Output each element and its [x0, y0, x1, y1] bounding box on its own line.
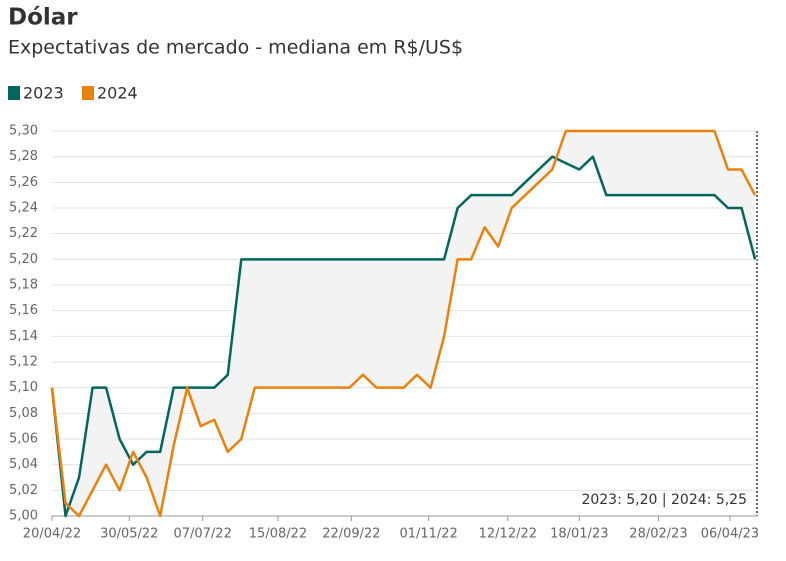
- x-tick-label: 01/11/22: [399, 527, 457, 542]
- annotation: 2023: 5,20 | 2024: 5,25: [581, 492, 747, 508]
- x-tick-label: 30/05/22: [100, 527, 158, 542]
- y-tick-label: 5,30: [9, 124, 38, 139]
- plot: 5,00 5,02 5,04 5,06 5,08 5,10 5,12 5,14 5,16 5,18…: [8, 84, 759, 542]
- legend-label: 2024: [97, 84, 138, 103]
- x-tick-label: 06/04/23: [701, 527, 759, 542]
- x-tick-label: 15/08/22: [249, 527, 307, 542]
- y-tick-label: 5,12: [9, 355, 38, 370]
- y-tick-label: 5,22: [9, 226, 38, 241]
- x-tick-label: 28/02/23: [629, 527, 687, 542]
- legend-label: 2023: [23, 84, 64, 103]
- legend-swatch: [8, 86, 20, 100]
- y-tick-label: 5,26: [9, 175, 38, 190]
- y-tick-label: 5,14: [9, 329, 38, 344]
- legend-swatch: [82, 86, 94, 100]
- chart-subtitle: Expectativas de mercado - mediana em R$/…: [8, 37, 463, 59]
- y-tick-label: 5,24: [9, 201, 38, 216]
- x-tick-label: 18/01/23: [550, 527, 608, 542]
- y-tick-label: 5,04: [9, 457, 38, 472]
- range-band: [52, 131, 756, 516]
- x-tick-label: 07/07/22: [173, 527, 231, 542]
- y-tick-label: 5,20: [9, 252, 38, 267]
- y-tick-label: 5,02: [9, 483, 38, 498]
- y-tick-label: 5,00: [9, 509, 38, 524]
- y-tick-label: 5,06: [9, 432, 38, 447]
- chart-title: Dólar: [8, 5, 78, 31]
- x-tick-label: 12/12/22: [479, 527, 537, 542]
- y-tick-label: 5,28: [9, 149, 38, 164]
- y-tick-label: 5,16: [9, 303, 38, 318]
- series-line: [50, 155, 757, 518]
- series-line: [50, 129, 757, 518]
- y-tick-label: 5,08: [9, 406, 38, 421]
- y-tick-label: 5,10: [9, 380, 38, 395]
- x-tick-label: 20/04/22: [23, 527, 81, 542]
- y-tick-label: 5,18: [9, 278, 38, 293]
- x-tick-label: 22/09/22: [322, 527, 380, 542]
